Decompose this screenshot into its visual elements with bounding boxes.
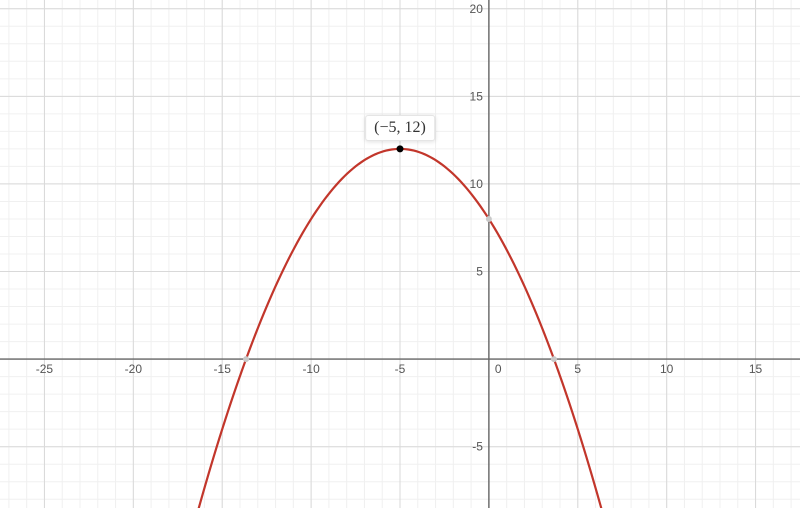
svg-text:10: 10 xyxy=(660,362,674,376)
svg-text:-15: -15 xyxy=(214,362,232,376)
svg-text:15: 15 xyxy=(470,89,484,103)
svg-text:5: 5 xyxy=(476,265,483,279)
svg-text:-10: -10 xyxy=(302,362,320,376)
svg-text:-25: -25 xyxy=(36,362,54,376)
svg-text:-5: -5 xyxy=(395,362,406,376)
svg-text:-5: -5 xyxy=(472,440,483,454)
svg-text:5: 5 xyxy=(574,362,581,376)
svg-text:20: 20 xyxy=(470,2,484,16)
graph-container: -25 -20 -15 -10 -5 0 5 10 15 -5 5 10 15 20 (−5, 12) xyxy=(0,0,800,508)
vertex-tooltip: (−5, 12) xyxy=(365,115,435,141)
svg-text:10: 10 xyxy=(470,177,484,191)
svg-text:-20: -20 xyxy=(125,362,143,376)
tooltip-text: (−5, 12) xyxy=(374,119,426,136)
svg-text:0: 0 xyxy=(495,362,502,376)
svg-text:15: 15 xyxy=(749,362,763,376)
graph-svg: -25 -20 -15 -10 -5 0 5 10 15 -5 5 10 15 20 xyxy=(0,0,800,508)
